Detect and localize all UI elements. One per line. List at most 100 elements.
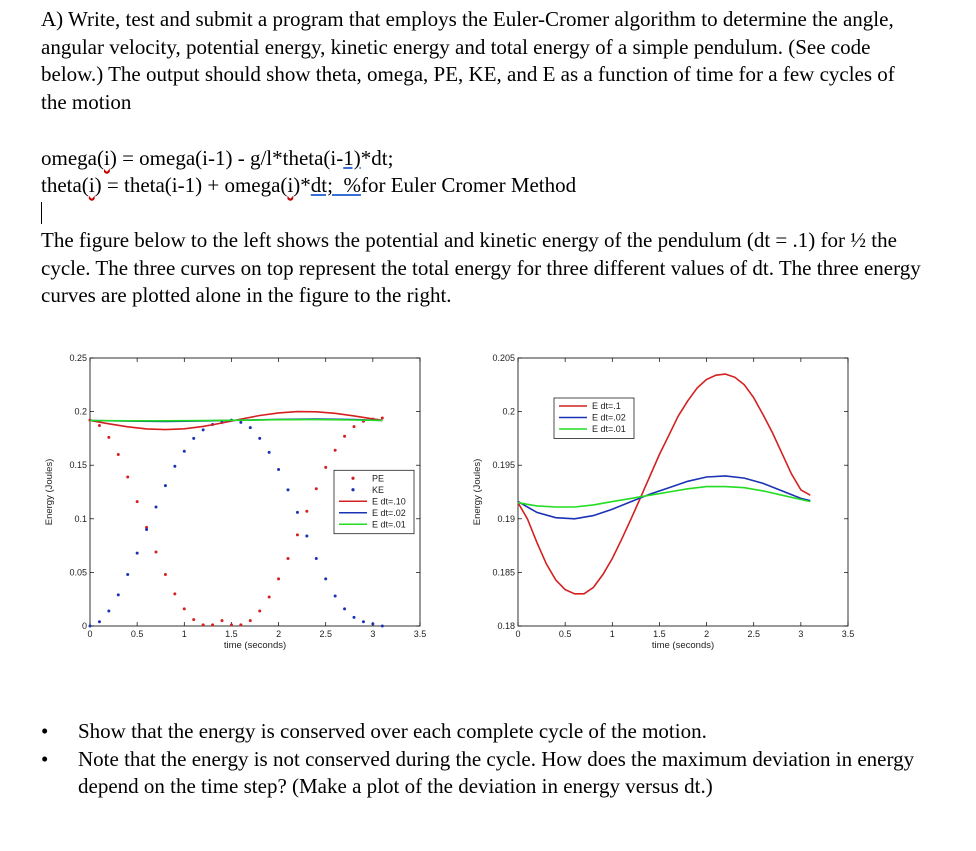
list-item-text: Show that the energy is conserved over e… [78, 719, 707, 743]
x-tick-label: 2.5 [319, 629, 332, 639]
data-point-ke [126, 573, 130, 577]
legend-marker [351, 488, 355, 492]
data-point-pe [107, 435, 111, 439]
data-point-pe [211, 623, 215, 627]
data-point-ke [305, 534, 309, 538]
data-point-ke [295, 510, 299, 514]
data-point-ke [135, 551, 139, 555]
y-tick-label: 0.1 [74, 514, 87, 524]
y-tick-label: 0.2 [74, 407, 87, 417]
data-point-pe [333, 448, 337, 452]
chart-total-energy: 0 0.5 1 1.5 2 2.5 3 3.5 0.18 0.185 0.19 0.195 0.2 0.2… [472, 353, 854, 651]
data-point-pe [97, 424, 101, 428]
y-tick-label: 0.185 [492, 567, 515, 577]
legend-label: E dt=.02 [592, 413, 626, 423]
x-tick-label: 3 [798, 629, 803, 639]
data-point-ke [192, 436, 196, 440]
y-tick-label: 0.18 [497, 621, 515, 631]
code-token-spellcheck: i [287, 173, 294, 197]
data-point-ke [352, 615, 356, 619]
data-point-pe [182, 607, 186, 611]
data-point-ke [277, 467, 281, 471]
data-point-pe [352, 425, 356, 429]
data-point-ke [145, 528, 149, 532]
x-tick-label: 0.5 [559, 629, 572, 639]
x-tick-label: 1.5 [653, 629, 666, 639]
legend-label: PE [372, 473, 384, 483]
x-tick-label: 2.5 [747, 629, 760, 639]
code-line-omega: omega(i) = omega(i-1) - g/l*theta(i-1)*d… [41, 145, 393, 172]
x-tick-label: 0.5 [131, 629, 144, 639]
legend-label: E dt=.10 [372, 496, 406, 506]
y-tick-label: 0.15 [69, 460, 87, 470]
legend-label: E dt=.02 [372, 508, 406, 518]
data-point-pe [201, 623, 205, 627]
data-point-ke [88, 624, 92, 628]
code-token: theta( [41, 173, 89, 197]
data-point-ke [324, 577, 328, 581]
x-tick-label: 3 [370, 629, 375, 639]
code-token: )* [293, 173, 311, 197]
code-token: *dt; [360, 146, 394, 170]
x-tick-label: 2 [276, 629, 281, 639]
data-point-pe [154, 550, 158, 554]
data-point-ke [343, 607, 347, 611]
data-point-pe [277, 577, 281, 581]
data-point-pe [116, 452, 120, 456]
data-point-ke [333, 594, 337, 598]
x-axis-label: time (seconds) [652, 640, 714, 651]
code-token: ) = theta(i-1) + omega( [94, 173, 288, 197]
data-point-ke [258, 436, 262, 440]
code-token-spellcheck: i [88, 173, 95, 197]
data-point-pe [286, 556, 290, 560]
code-token: omega( [41, 146, 104, 170]
data-point-pe [295, 533, 299, 537]
data-point-pe [173, 592, 177, 596]
series-line [89, 410, 383, 431]
series-line [517, 373, 811, 595]
x-tick-label: 1 [610, 629, 615, 639]
data-point-ke [97, 620, 101, 624]
code-token-spellcheck: i [103, 146, 110, 170]
intro-paragraph: A) Write, test and submit a program that… [41, 7, 895, 114]
bullet-symbol: • [41, 719, 49, 743]
data-point-ke [314, 556, 318, 560]
data-point-pe [305, 509, 309, 513]
y-tick-label: 0.05 [69, 567, 87, 577]
legend-label: E dt=.1 [592, 401, 621, 411]
data-point-pe [229, 623, 233, 627]
bullet-symbol: • [41, 746, 49, 771]
series-line [517, 485, 811, 508]
y-axis-label: Energy (Joules) [472, 459, 483, 526]
data-point-pe [192, 618, 196, 622]
x-tick-label: 1.5 [225, 629, 238, 639]
list-item-text: Note that the energy is not conserved du… [78, 746, 915, 799]
x-axis-label: time (seconds) [224, 640, 286, 651]
legend-marker [351, 476, 355, 480]
data-point-pe [239, 623, 243, 627]
series-line [517, 475, 811, 520]
y-tick-label: 0.2 [502, 407, 515, 417]
list-item: • Show that the energy is conserved over… [41, 718, 941, 746]
x-tick-label: 2 [704, 629, 709, 639]
list-item: • Note that the energy is not conserved … [41, 746, 941, 801]
data-point-ke [267, 450, 271, 454]
data-point-ke [361, 620, 365, 624]
bullet-list: • Show that the energy is conserved over… [41, 718, 941, 801]
data-point-ke [239, 420, 243, 424]
legend-label: E dt=.01 [372, 519, 406, 529]
code-token-grammar: dt; % [310, 173, 361, 197]
data-point-pe [163, 573, 167, 577]
code-token-grammar: 1) [343, 146, 361, 170]
data-point-ke [182, 449, 186, 453]
series-line [89, 418, 383, 422]
data-point-pe [135, 500, 139, 504]
y-axis-label: Energy (Joules) [44, 459, 55, 526]
data-point-ke [286, 488, 290, 492]
code-token: ) = omega(i-1) - g/l*theta(i- [109, 146, 344, 170]
data-point-ke [173, 464, 177, 468]
data-point-ke [107, 609, 111, 613]
legend-label: E dt=.01 [592, 424, 626, 434]
y-tick-label: 0.19 [497, 514, 515, 524]
data-point-pe [126, 475, 130, 479]
